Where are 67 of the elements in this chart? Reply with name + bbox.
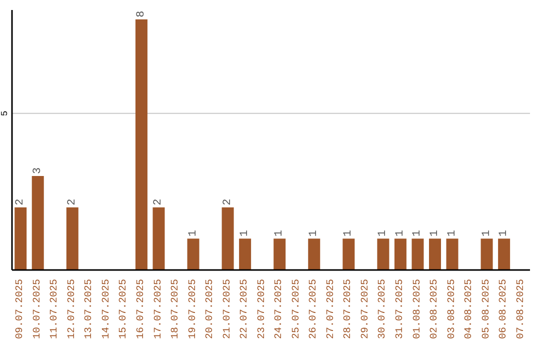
data-label: 1 (446, 230, 458, 237)
bar (32, 176, 44, 270)
x-tick-label: 09.07.2025 (15, 279, 26, 340)
x-tick-label: 29.07.2025 (360, 279, 372, 340)
data-label: 1 (394, 230, 406, 237)
data-label: 1 (187, 230, 200, 237)
x-tick-label: 16.07.2025 (136, 279, 147, 340)
bar (377, 238, 390, 270)
x-tick-label: 05.08.2025 (481, 279, 492, 340)
bar (274, 238, 286, 270)
x-tick-label: 18.07.2025 (170, 279, 182, 340)
x-tick-label: 30.07.2025 (378, 279, 389, 340)
x-tick-label: 06.08.2025 (498, 279, 510, 340)
x-tick-label: 25.07.2025 (291, 279, 302, 340)
x-tick-label: 19.07.2025 (188, 279, 199, 340)
data-label: 2 (14, 198, 27, 206)
bar (412, 238, 424, 270)
x-tick-label: 23.07.2025 (256, 279, 268, 340)
y-tick-label: 5 (0, 110, 10, 116)
x-tick-label: 03.08.2025 (446, 279, 458, 340)
x-tick-label: 20.07.2025 (205, 279, 216, 340)
bar (394, 238, 406, 270)
bar (480, 238, 493, 270)
data-label: 1 (412, 230, 424, 237)
data-label: 2 (66, 198, 78, 206)
bar (135, 19, 148, 270)
x-tick-label: 13.07.2025 (84, 279, 96, 340)
data-label: 1 (274, 230, 286, 237)
x-tick-label: 01.08.2025 (412, 279, 424, 340)
x-tick-label: 11.07.2025 (50, 279, 61, 340)
x-tick-label: 28.07.2025 (343, 279, 354, 340)
x-tick-label: 27.07.2025 (326, 279, 337, 340)
bar (152, 207, 165, 270)
bar (187, 238, 200, 270)
x-tick-label: 07.08.2025 (516, 279, 527, 340)
bar (222, 207, 234, 270)
data-label: 1 (377, 230, 390, 237)
data-label: 1 (342, 230, 355, 237)
bar (342, 238, 355, 270)
x-tick-label: 10.07.2025 (32, 279, 44, 340)
x-tick-label: 17.07.2025 (153, 279, 164, 340)
x-tick-label: 24.07.2025 (274, 279, 286, 340)
bar (239, 238, 252, 270)
data-label: 3 (32, 167, 44, 174)
data-label: 1 (428, 230, 441, 237)
data-label: 1 (498, 230, 510, 237)
x-tick-label: 15.07.2025 (118, 279, 130, 340)
x-tick-label: 22.07.2025 (240, 279, 251, 340)
x-tick-label: 31.07.2025 (395, 279, 406, 340)
data-label: 8 (135, 10, 148, 18)
x-tick-label: 26.07.2025 (308, 279, 320, 340)
data-label: 2 (222, 198, 234, 206)
data-label: 1 (308, 230, 320, 237)
bar (308, 238, 320, 270)
data-label: 1 (239, 230, 252, 237)
bar (498, 238, 510, 270)
x-tick-label: 21.07.2025 (222, 279, 234, 340)
bar (14, 207, 27, 270)
x-tick-label: 02.08.2025 (430, 279, 441, 340)
bar (66, 207, 78, 270)
x-tick-label: 12.07.2025 (66, 279, 78, 340)
data-label: 2 (152, 198, 165, 206)
bar (446, 238, 458, 270)
bar (428, 238, 441, 270)
x-tick-label: 04.08.2025 (464, 279, 476, 340)
x-tick-label: 14.07.2025 (101, 279, 112, 340)
data-label: 1 (480, 230, 493, 237)
